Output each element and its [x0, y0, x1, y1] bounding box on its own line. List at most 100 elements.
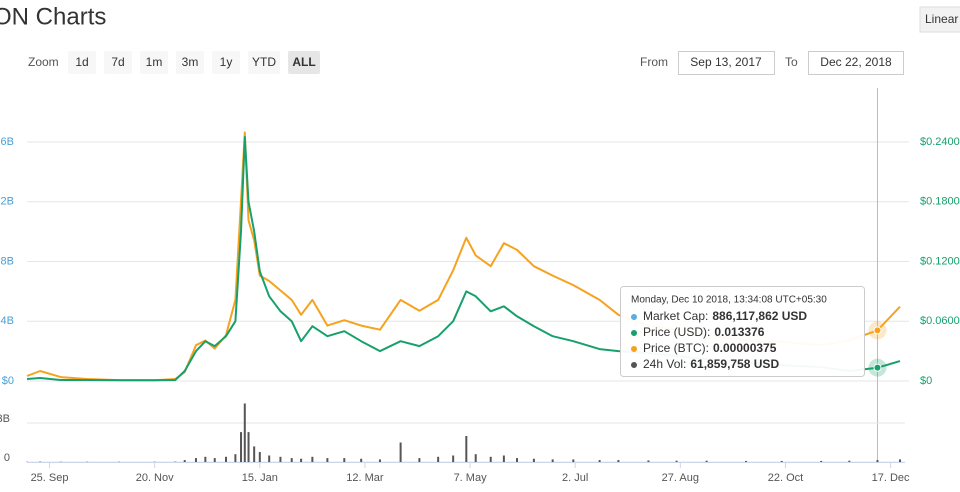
zoom-button[interactable]: 1d	[68, 51, 96, 74]
zoom-button-label[interactable]: 1m	[146, 55, 163, 69]
y2-tick-label: $0.1200	[920, 255, 960, 267]
to-input[interactable]: Dec 22, 2018	[808, 51, 904, 75]
tooltip-item: 24h Vol: 61,859,758 USD	[643, 357, 779, 371]
volume-bar	[876, 460, 879, 462]
x-tick-label: 22. Oct	[768, 472, 803, 484]
y-tick-label: $1.2B	[0, 196, 14, 208]
zoom-button-label[interactable]: ALL	[292, 55, 315, 69]
zoom-button-box[interactable]	[104, 51, 132, 74]
volume-bar	[243, 403, 246, 462]
zoom-button-box[interactable]	[248, 51, 280, 74]
volume-bar	[326, 458, 329, 462]
volume-bar	[234, 454, 237, 462]
tooltip-item-label: Price (BTC):	[643, 341, 709, 355]
hover-point	[873, 326, 882, 335]
zoom-button-box[interactable]	[212, 51, 240, 74]
volume-bar	[290, 458, 293, 462]
volume-bar	[225, 456, 228, 462]
zoom-button-box[interactable]	[68, 51, 96, 74]
tooltip-box	[620, 286, 865, 377]
y2-tick-label: $0.1800	[920, 196, 960, 208]
y-tick-label: $0.4B	[0, 315, 14, 327]
to-label: To	[785, 55, 798, 69]
zoom-button[interactable]: YTD	[248, 51, 280, 74]
x-tick-label: 15. Jan	[242, 472, 278, 484]
to-input-box[interactable]	[808, 51, 904, 75]
zoom-button-label[interactable]: YTD	[252, 55, 276, 69]
y-tick-label: $0	[2, 375, 14, 387]
zoom-button[interactable]: 1m	[140, 51, 168, 74]
tooltip-item-value: 0.013376	[714, 325, 764, 339]
tooltip-item-label: 24h Vol:	[643, 357, 686, 371]
from-label: From	[640, 55, 668, 69]
zoom-button-label[interactable]: 3m	[182, 55, 199, 69]
x-tick-label: 17. Dec	[872, 472, 910, 484]
zoom-button-label[interactable]: 1d	[75, 55, 88, 69]
volume-bar	[502, 455, 505, 462]
zoom-button[interactable]: 3m	[176, 51, 204, 74]
to-input-value[interactable]: Dec 22, 2018	[820, 55, 892, 69]
volume-bar	[300, 458, 303, 462]
volume-bar	[240, 432, 243, 462]
volume-bar	[617, 460, 620, 462]
zoom-button-box[interactable]	[288, 51, 320, 74]
y2-tick-label: $0.0600	[920, 315, 960, 327]
volume-bar	[675, 460, 678, 462]
volume-bar	[343, 458, 346, 462]
from-input-box[interactable]	[678, 51, 775, 75]
y-tick-label: $0.8B	[0, 255, 14, 267]
tooltip-item-label: Market Cap:	[643, 309, 708, 323]
y-tick-label: $1.6B	[0, 136, 14, 148]
tooltip-item: Price (BTC): 0.00000375	[643, 341, 777, 355]
x-tick-label: 7. May	[454, 472, 488, 484]
volume-bar	[516, 458, 519, 462]
zoom-button-label[interactable]: 1y	[220, 55, 233, 69]
volume-bar	[204, 456, 207, 462]
tooltip-item: Price (USD): 0.013376	[643, 325, 765, 339]
zoom-button[interactable]: 7d	[104, 51, 132, 74]
volume-bar	[820, 460, 823, 462]
zoom-button[interactable]: 1y	[212, 51, 240, 74]
volume-bar	[647, 460, 650, 462]
volume-tick-label: 0	[4, 452, 10, 464]
from-input[interactable]: Sep 13, 2017	[678, 51, 775, 75]
volume-bar	[899, 459, 901, 462]
tooltip-item-value: 886,117,862 USD	[712, 309, 807, 323]
tooltip-bullet	[631, 314, 637, 320]
tooltip-bullet	[631, 346, 637, 352]
zoom-label: Zoom	[28, 55, 59, 69]
tooltip-item-value: 0.00000375	[713, 341, 777, 355]
volume-bar	[253, 446, 256, 462]
volume-bar	[489, 456, 492, 462]
from-input-value[interactable]: Sep 13, 2017	[690, 55, 762, 69]
volume-bar	[194, 458, 197, 462]
scale-button[interactable]: Linear	[919, 6, 960, 33]
tooltip-bullet	[631, 362, 637, 368]
zoom-button-box[interactable]	[176, 51, 204, 74]
volume-bar	[598, 460, 601, 462]
y2-tick-label: $0	[920, 375, 932, 387]
zoom-button-label[interactable]: 7d	[111, 55, 124, 69]
volume-bar	[848, 460, 851, 462]
volume-bar	[183, 460, 186, 462]
volume-bar	[532, 458, 535, 462]
zoom-button[interactable]: ALL	[288, 51, 320, 74]
volume-bar	[474, 454, 477, 462]
volume-bar	[268, 455, 271, 462]
x-tick-label: 12. Mar	[346, 472, 384, 484]
x-tick-label: 20. Nov	[136, 472, 174, 484]
x-tick-label: 2. Jul	[562, 472, 588, 484]
volume-bar	[418, 458, 421, 462]
scale-button-label[interactable]: Linear	[925, 12, 958, 26]
scale-button-box[interactable]	[919, 6, 960, 33]
volume-bar	[465, 436, 468, 462]
tooltip-bullet	[631, 330, 637, 336]
page-title: ON Charts	[0, 3, 106, 30]
tooltip: Monday, Dec 10 2018, 13:34:08 UTC+05:30 M…	[620, 286, 865, 377]
tooltip-item-label: Price (USD):	[643, 325, 710, 339]
volume-bar	[437, 456, 440, 462]
volume-bar	[247, 432, 250, 462]
x-tick-label: 27. Aug	[662, 472, 699, 484]
zoom-button-box[interactable]	[140, 51, 168, 74]
